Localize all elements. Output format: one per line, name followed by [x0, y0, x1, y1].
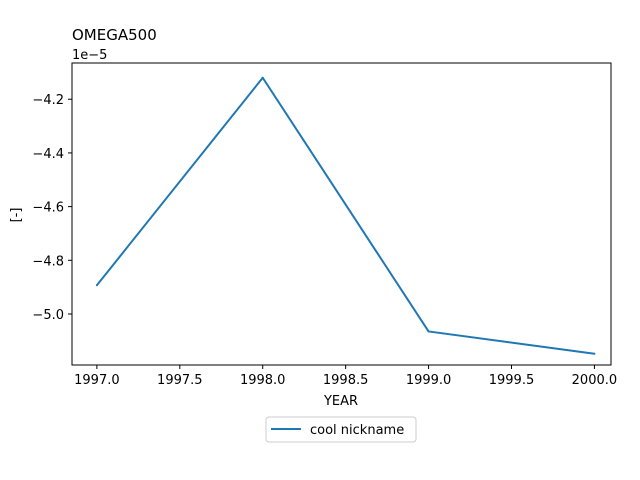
y-tick-label: −5.0: [32, 308, 64, 323]
x-tick-label: 1997.5: [157, 373, 203, 388]
x-tick-label: 1998.5: [323, 373, 369, 388]
y-axis-label: [-]: [9, 208, 24, 223]
data-point: [95, 284, 98, 287]
legend-box: [265, 416, 417, 443]
plot-area-frame: [71, 62, 612, 366]
y-tick-label: −4.6: [32, 201, 64, 216]
y-tick-label: −4.8: [32, 254, 64, 269]
y-scale-offset-label: 1e−5: [72, 48, 107, 63]
legend: cool nickname: [265, 416, 417, 443]
x-axis: 1997.0 1997.5 1998.0 1998.5 1999.0 1999.5 2000…: [74, 365, 617, 388]
x-tick-label: 1999.5: [489, 373, 535, 388]
data-point: [261, 76, 264, 79]
data-point: [593, 352, 596, 355]
series-line-0: [96, 76, 595, 355]
data-point: [427, 330, 430, 333]
plot-series-layer: [95, 76, 596, 355]
y-axis: −4.2 −4.4 −4.6 −4.8 −5.0: [32, 93, 72, 323]
x-axis-label: YEAR: [323, 394, 358, 409]
x-tick-label: 1998.0: [240, 373, 286, 388]
x-tick-label: 2000.0: [572, 373, 618, 388]
chart-title: OMEGA500: [72, 26, 157, 44]
x-tick-label: 1999.0: [406, 373, 452, 388]
y-tick-label: −4.4: [32, 147, 64, 162]
y-tick-label: −4.2: [32, 93, 64, 108]
legend-label: cool nickname: [310, 423, 404, 438]
x-tick-label: 1997.0: [74, 373, 120, 388]
